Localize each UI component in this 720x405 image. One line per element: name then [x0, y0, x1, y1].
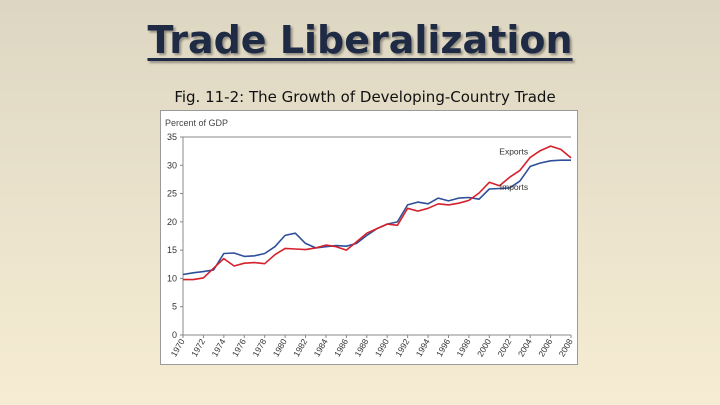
x-tick-label: 1980	[271, 337, 289, 359]
y-tick-label: 25	[167, 189, 177, 199]
y-tick-label: 15	[167, 245, 177, 255]
figure-caption: Fig. 11-2: The Growth of Developing-Coun…	[174, 88, 556, 106]
x-tick-label: 1972	[189, 337, 207, 359]
x-tick-label: 2000	[475, 337, 493, 359]
y-tick-label: 10	[167, 273, 177, 283]
y-tick-label: 0	[172, 330, 177, 340]
series-line-imports	[182, 159, 571, 276]
x-tick-label: 1990	[373, 337, 391, 359]
x-tick-labels: 1970 1972 1974 1976 1978 1980 1982 1984 1986 1988…	[169, 337, 575, 359]
y-tick-labels: 0 5 10 15 20 25 30 35	[167, 132, 177, 340]
y-tick-label: 35	[167, 132, 177, 142]
series-lines	[182, 145, 572, 281]
x-tick-label: 2008	[557, 337, 575, 359]
x-tick-label: 1982	[291, 337, 309, 359]
y-axis-label: Percent of GDP	[165, 118, 228, 128]
annotation-exports: Exports	[499, 147, 528, 157]
x-tick-label: 1998	[455, 337, 473, 359]
y-tick-label: 30	[167, 160, 177, 170]
series-annotations: Exports Imports	[499, 147, 528, 193]
x-tick-label: 2004	[516, 337, 534, 359]
x-tick-label: 2002	[495, 337, 513, 359]
x-tick-label: 1992	[393, 337, 411, 359]
x-tick-label: 1986	[332, 337, 350, 359]
x-tick-label: 1978	[250, 337, 268, 359]
x-tick-label: 1996	[434, 337, 452, 359]
series-line-exports	[183, 145, 572, 281]
chart-frame: Percent of GDP 0 5 10 15 20 25 30 35 1970 1972 19…	[160, 110, 578, 365]
y-tick-label: 20	[167, 217, 177, 227]
x-tick-label: 1976	[230, 337, 248, 359]
x-tick-label: 2006	[536, 337, 554, 359]
x-tick-label: 1984	[312, 337, 330, 359]
x-tick-label: 1994	[414, 337, 432, 359]
x-tick-label: 1970	[169, 337, 187, 359]
x-tick-label: 1988	[352, 337, 370, 359]
y-tick-label: 5	[172, 302, 177, 312]
slide-title: Trade Liberalization	[147, 18, 573, 62]
x-tick-label: 1974	[209, 337, 227, 359]
chart-axes	[180, 136, 572, 338]
annotation-imports: Imports	[500, 182, 528, 192]
